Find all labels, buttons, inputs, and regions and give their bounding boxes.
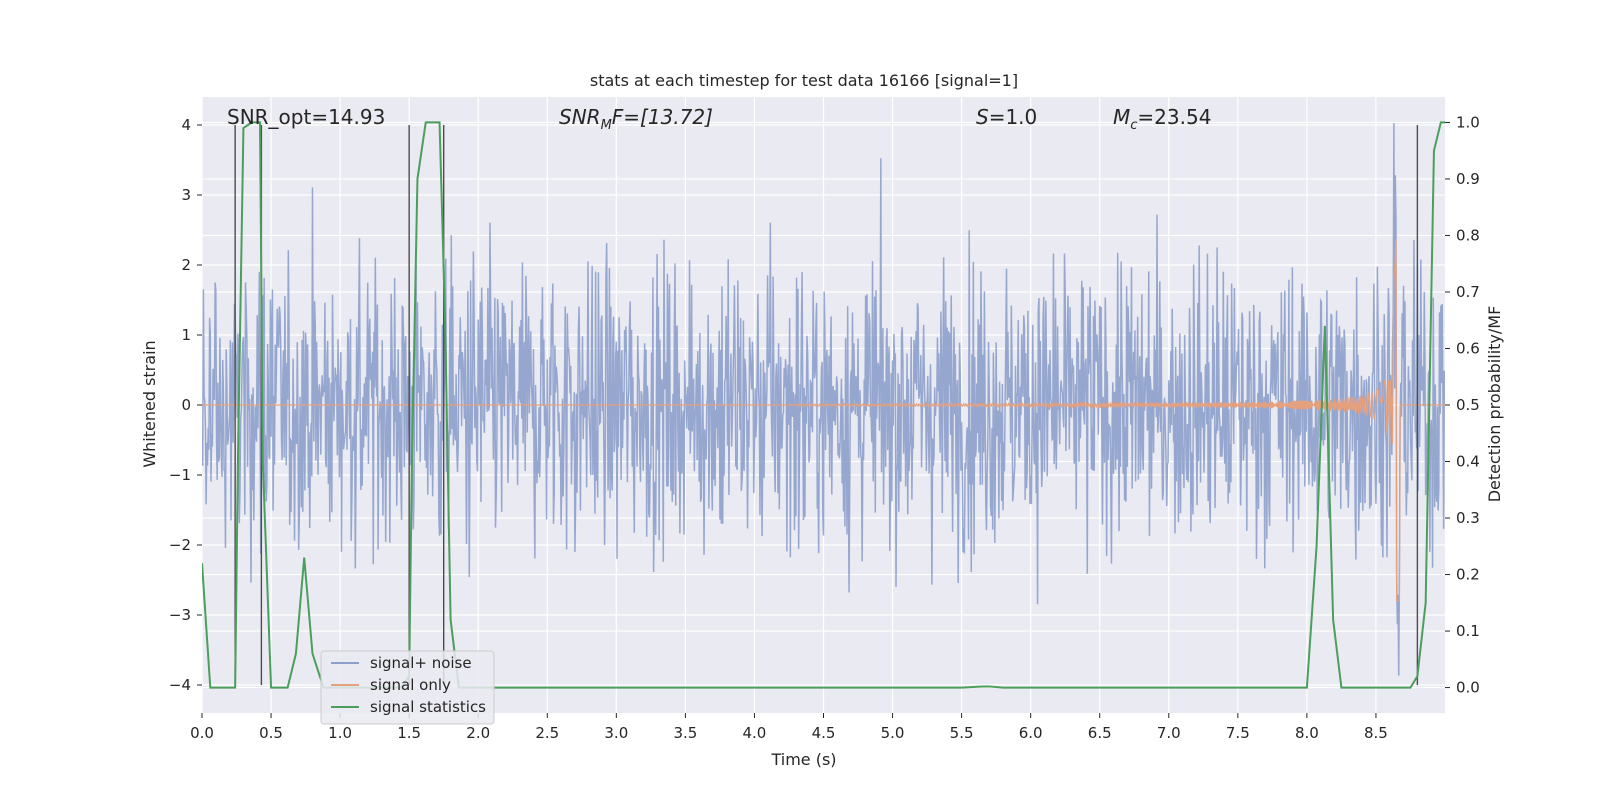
mc-base: M xyxy=(1113,105,1130,129)
series-signal-statistics xyxy=(202,121,1445,689)
s-rest: =1.0 xyxy=(989,105,1038,129)
y-right-tick-label: 0.7 xyxy=(1456,283,1480,301)
annotation-snr-mf: SNRMF=[13.72] xyxy=(559,105,713,133)
y-right-tick-label: 0.4 xyxy=(1456,453,1480,471)
x-tick-label: 4.5 xyxy=(812,724,836,742)
y-right-tick-label: 0.9 xyxy=(1456,170,1480,188)
x-tick-label: 6.0 xyxy=(1019,724,1043,742)
y-right-tick-label: 0.0 xyxy=(1456,679,1480,697)
x-axis-ticks: 0.0 0.5 1.0 1.5 2.0 2.5 3.0 3.5 4.0 4.5 5.0 5.5 6.0 6… xyxy=(190,713,1388,742)
x-tick-label: 0.5 xyxy=(259,724,283,742)
y-left-tick-label: 4 xyxy=(181,116,191,134)
y-left-tick-label: −4 xyxy=(169,676,191,694)
chart-title: stats at each timestep for test data 161… xyxy=(590,71,1018,90)
y-left-tick-label: 2 xyxy=(181,256,191,274)
x-tick-label: 2.5 xyxy=(535,724,559,742)
y-right-tick-label: 0.3 xyxy=(1456,509,1480,527)
legend-label-signal-noise: signal+ noise xyxy=(370,654,472,672)
y-left-tick-label: 1 xyxy=(181,326,191,344)
y-left-tick-label: −2 xyxy=(169,536,191,554)
legend-label-signal-statistics: signal statistics xyxy=(370,698,486,716)
legend-frame xyxy=(320,650,495,725)
x-tick-label: 4.0 xyxy=(743,724,767,742)
snr-mf-sub: M xyxy=(601,118,612,133)
y-axis-left-ticks: −4 −3 −2 −1 0 1 2 3 4 xyxy=(169,116,202,694)
y-axis-right-ticks: 0.0 0.1 0.2 0.3 0.4 0.5 0.6 0.7 0.8 0.9 1.0 xyxy=(1445,113,1480,697)
snr-mf-base: SNR xyxy=(559,105,601,129)
snr-mf-rest: F=[13.72] xyxy=(612,105,713,129)
x-tick-label: 8.5 xyxy=(1364,724,1388,742)
y-right-tick-label: 0.6 xyxy=(1456,339,1480,357)
y-right-tick-label: 0.8 xyxy=(1456,226,1480,244)
y-left-tick-label: −1 xyxy=(169,466,191,484)
mc-sub: c xyxy=(1130,118,1137,133)
x-axis-label: Time (s) xyxy=(770,750,836,769)
annotation-s: S=1.0 xyxy=(976,105,1037,129)
y-left-tick-label: −3 xyxy=(169,606,191,624)
x-tick-label: 7.0 xyxy=(1157,724,1181,742)
x-tick-label: 0.0 xyxy=(190,724,214,742)
y-right-tick-label: 0.2 xyxy=(1456,566,1480,584)
y-right-tick-label: 0.1 xyxy=(1456,622,1480,640)
x-tick-label: 1.5 xyxy=(397,724,421,742)
x-tick-label: 5.5 xyxy=(950,724,974,742)
mc-rest: =23.54 xyxy=(1137,105,1211,129)
y-right-tick-label: 0.5 xyxy=(1456,396,1480,414)
x-tick-label: 7.5 xyxy=(1226,724,1250,742)
y-left-tick-label: 3 xyxy=(181,186,191,204)
y-axis-left-label: Whitened strain xyxy=(140,340,159,467)
annotation-snr-opt: SNR_opt=14.93 xyxy=(227,105,385,129)
y-left-tick-label: 0 xyxy=(181,396,191,414)
x-tick-label: 3.5 xyxy=(673,724,697,742)
x-tick-label: 6.5 xyxy=(1088,724,1112,742)
x-tick-label: 1.0 xyxy=(328,724,352,742)
legend-label-signal-only: signal only xyxy=(370,676,451,694)
s-base: S xyxy=(976,105,989,129)
legend: signal+ noise signal only signal statist… xyxy=(320,650,495,725)
line-signal-statistics xyxy=(202,121,1445,689)
x-tick-label: 2.0 xyxy=(466,724,490,742)
x-tick-label: 5.0 xyxy=(881,724,905,742)
y-right-tick-label: 1.0 xyxy=(1456,113,1480,131)
y-axis-right-label: Detection probability/MF xyxy=(1485,306,1504,503)
annotation-mc: Mc=23.54 xyxy=(1113,105,1211,133)
x-tick-label: 8.0 xyxy=(1295,724,1319,742)
x-tick-label: 3.0 xyxy=(604,724,628,742)
